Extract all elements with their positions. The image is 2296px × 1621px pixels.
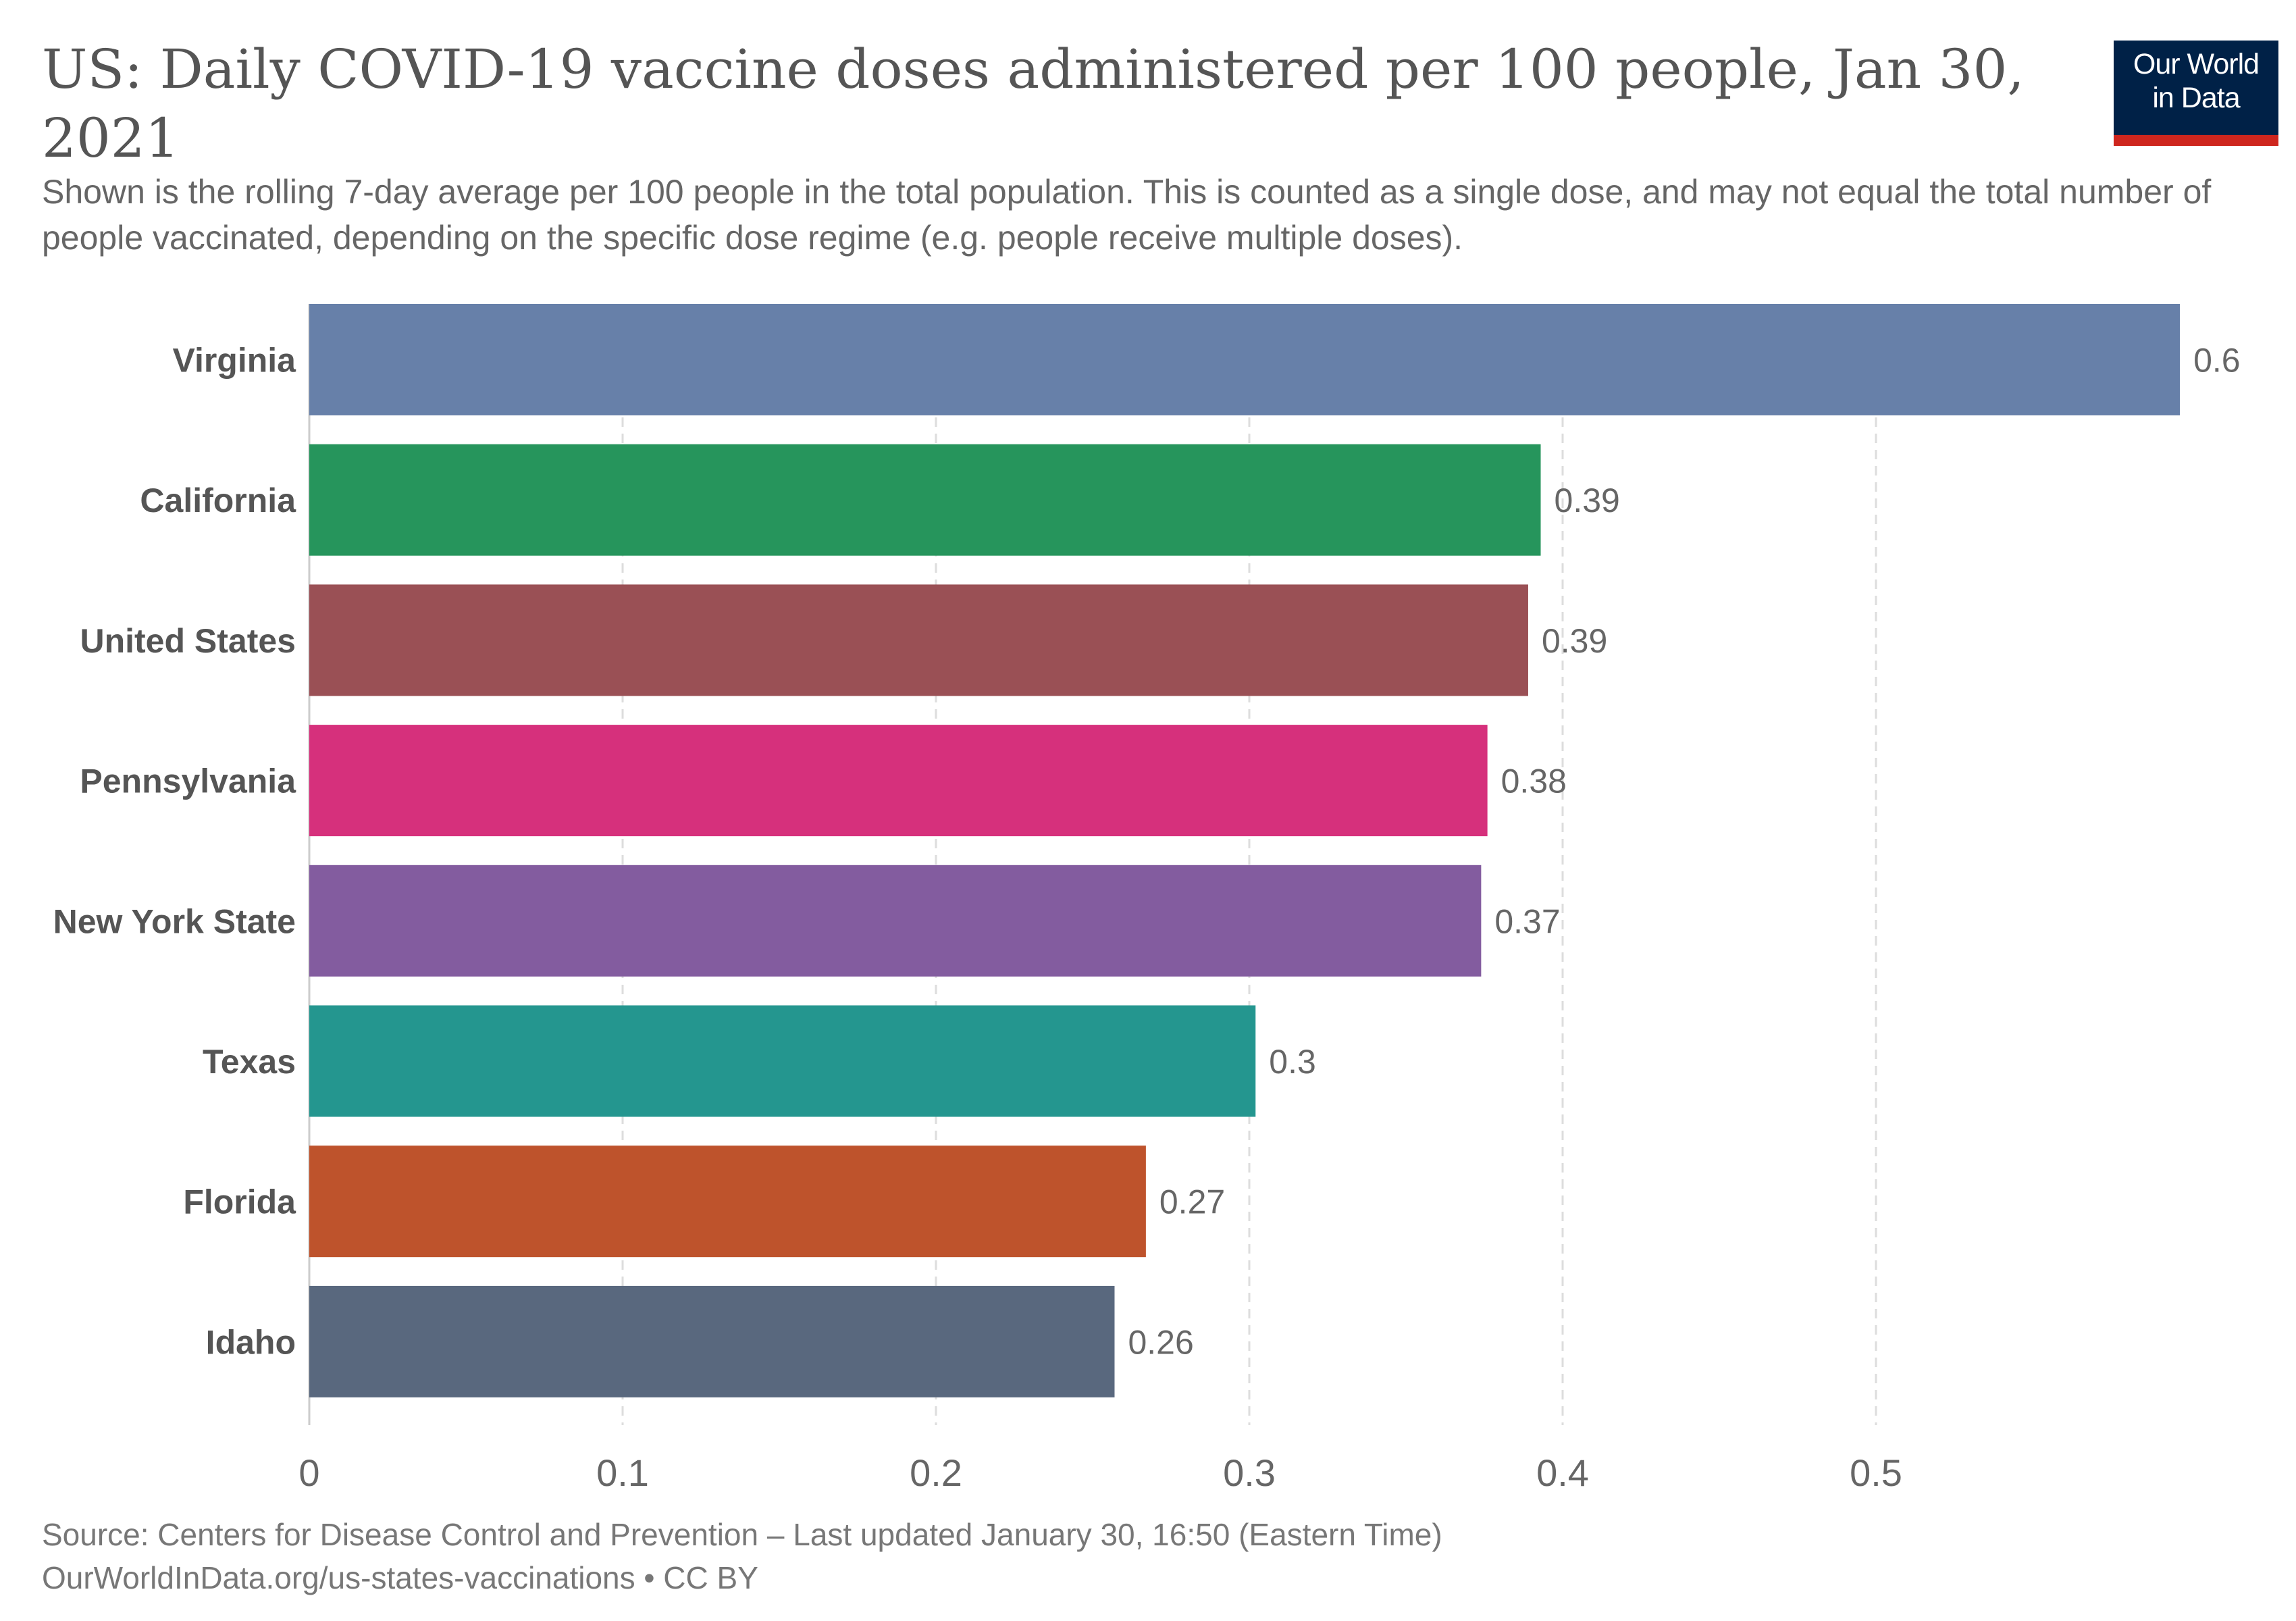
category-label: Virginia [173, 342, 297, 380]
chart-footer: Source: Centers for Disease Control and … [42, 1513, 1442, 1599]
bar[interactable] [309, 725, 1488, 837]
bar-row[interactable]: Pennsylvania 0.38 [80, 725, 1567, 837]
value-label: 0.37 [1494, 902, 1560, 940]
bar[interactable] [309, 584, 1528, 696]
x-tick-label: 0 [298, 1451, 319, 1494]
value-label: 0.39 [1555, 482, 1620, 519]
url-license-link[interactable]: OurWorldInData.org/us-states-vaccination… [42, 1560, 758, 1595]
x-tick-label: 0.4 [1536, 1451, 1589, 1494]
bar-row[interactable]: California 0.39 [140, 444, 1620, 556]
bar[interactable] [309, 1146, 1146, 1258]
category-label: California [140, 482, 296, 519]
x-tick-label: 0.5 [1850, 1451, 1902, 1494]
bar[interactable] [309, 304, 2181, 415]
value-label: 0.27 [1159, 1183, 1225, 1221]
logo-accent-bar [2114, 135, 2278, 146]
category-label: Florida [183, 1183, 296, 1221]
x-tick-label: 0.2 [910, 1451, 962, 1494]
bars: Virginia 0.6 California 0.39 United States 0.… [53, 304, 2241, 1397]
x-tick-label: 0.3 [1223, 1451, 1276, 1494]
x-tick-label: 0.1 [596, 1451, 649, 1494]
bar-row[interactable]: United States 0.39 [80, 584, 1607, 696]
value-label: 0.26 [1128, 1323, 1193, 1361]
bar[interactable] [309, 1285, 1115, 1397]
value-label: 0.38 [1501, 763, 1567, 800]
chart-subtitle: Shown is the rolling 7-day average per 1… [42, 173, 2212, 257]
category-label: United States [80, 622, 296, 660]
owid-logo[interactable]: Our World in Data [2114, 41, 2278, 146]
bar-row[interactable]: Florida 0.27 [183, 1146, 1225, 1258]
logo-line-1: Our World [2133, 48, 2260, 80]
chart-title: US: Daily COVID-19 vaccine doses adminis… [42, 38, 2025, 170]
bar-row[interactable]: Texas 0.3 [203, 1005, 1316, 1117]
x-axis: 0 0.1 0.2 0.3 0.4 0.5 [298, 1451, 1902, 1494]
bar-row[interactable]: New York State 0.37 [53, 865, 1561, 977]
bar[interactable] [309, 444, 1541, 556]
category-label: Idaho [206, 1323, 296, 1361]
category-label: Texas [203, 1043, 296, 1081]
value-label: 0.6 [2193, 342, 2241, 380]
category-label: New York State [53, 902, 296, 940]
bar[interactable] [309, 1005, 1256, 1117]
bar-row[interactable]: Virginia 0.6 [173, 304, 2241, 415]
logo-line-2: in Data [2152, 82, 2240, 114]
bar[interactable] [309, 865, 1482, 977]
category-label: Pennsylvania [80, 763, 296, 800]
source-text: Source: Centers for Disease Control and … [42, 1517, 1442, 1552]
bar-row[interactable]: Idaho 0.26 [206, 1285, 1194, 1397]
value-label: 0.3 [1269, 1043, 1316, 1081]
value-label: 0.39 [1542, 622, 1607, 660]
